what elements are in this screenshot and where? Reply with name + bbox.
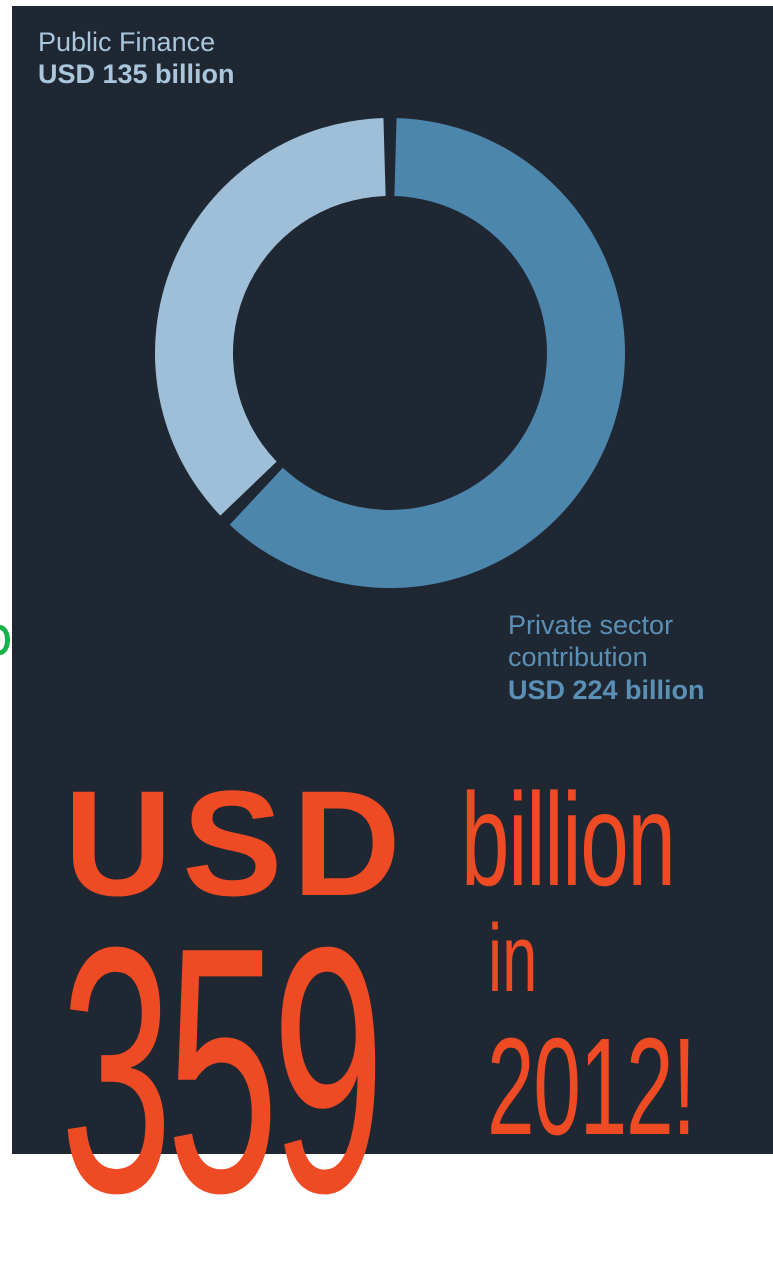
headline-connector: in [488, 905, 538, 1012]
headline-amount: 359 [60, 875, 385, 1266]
headline-year: 2012! [487, 1010, 696, 1164]
private-sector-name: Private sector contribution [508, 610, 674, 673]
donut-chart [155, 118, 625, 589]
public-finance-value: USD 135 billion [38, 59, 235, 90]
public-finance-label: Public Finance USD 135 billion [38, 26, 235, 91]
infographic-panel: Public Finance USD 135 billion Private s… [12, 6, 773, 1246]
private-sector-label: Private sector contribution USD 224 bill… [508, 609, 748, 706]
public-finance-name: Public Finance [38, 27, 216, 57]
private-sector-value: USD 224 billion [508, 674, 705, 705]
green-ring-marker [0, 625, 10, 655]
headline-currency: USD [64, 759, 411, 927]
headline-unit: billion [461, 766, 676, 913]
donut-slice-public-finance [155, 118, 386, 516]
donut-slice-private-sector [229, 118, 625, 589]
